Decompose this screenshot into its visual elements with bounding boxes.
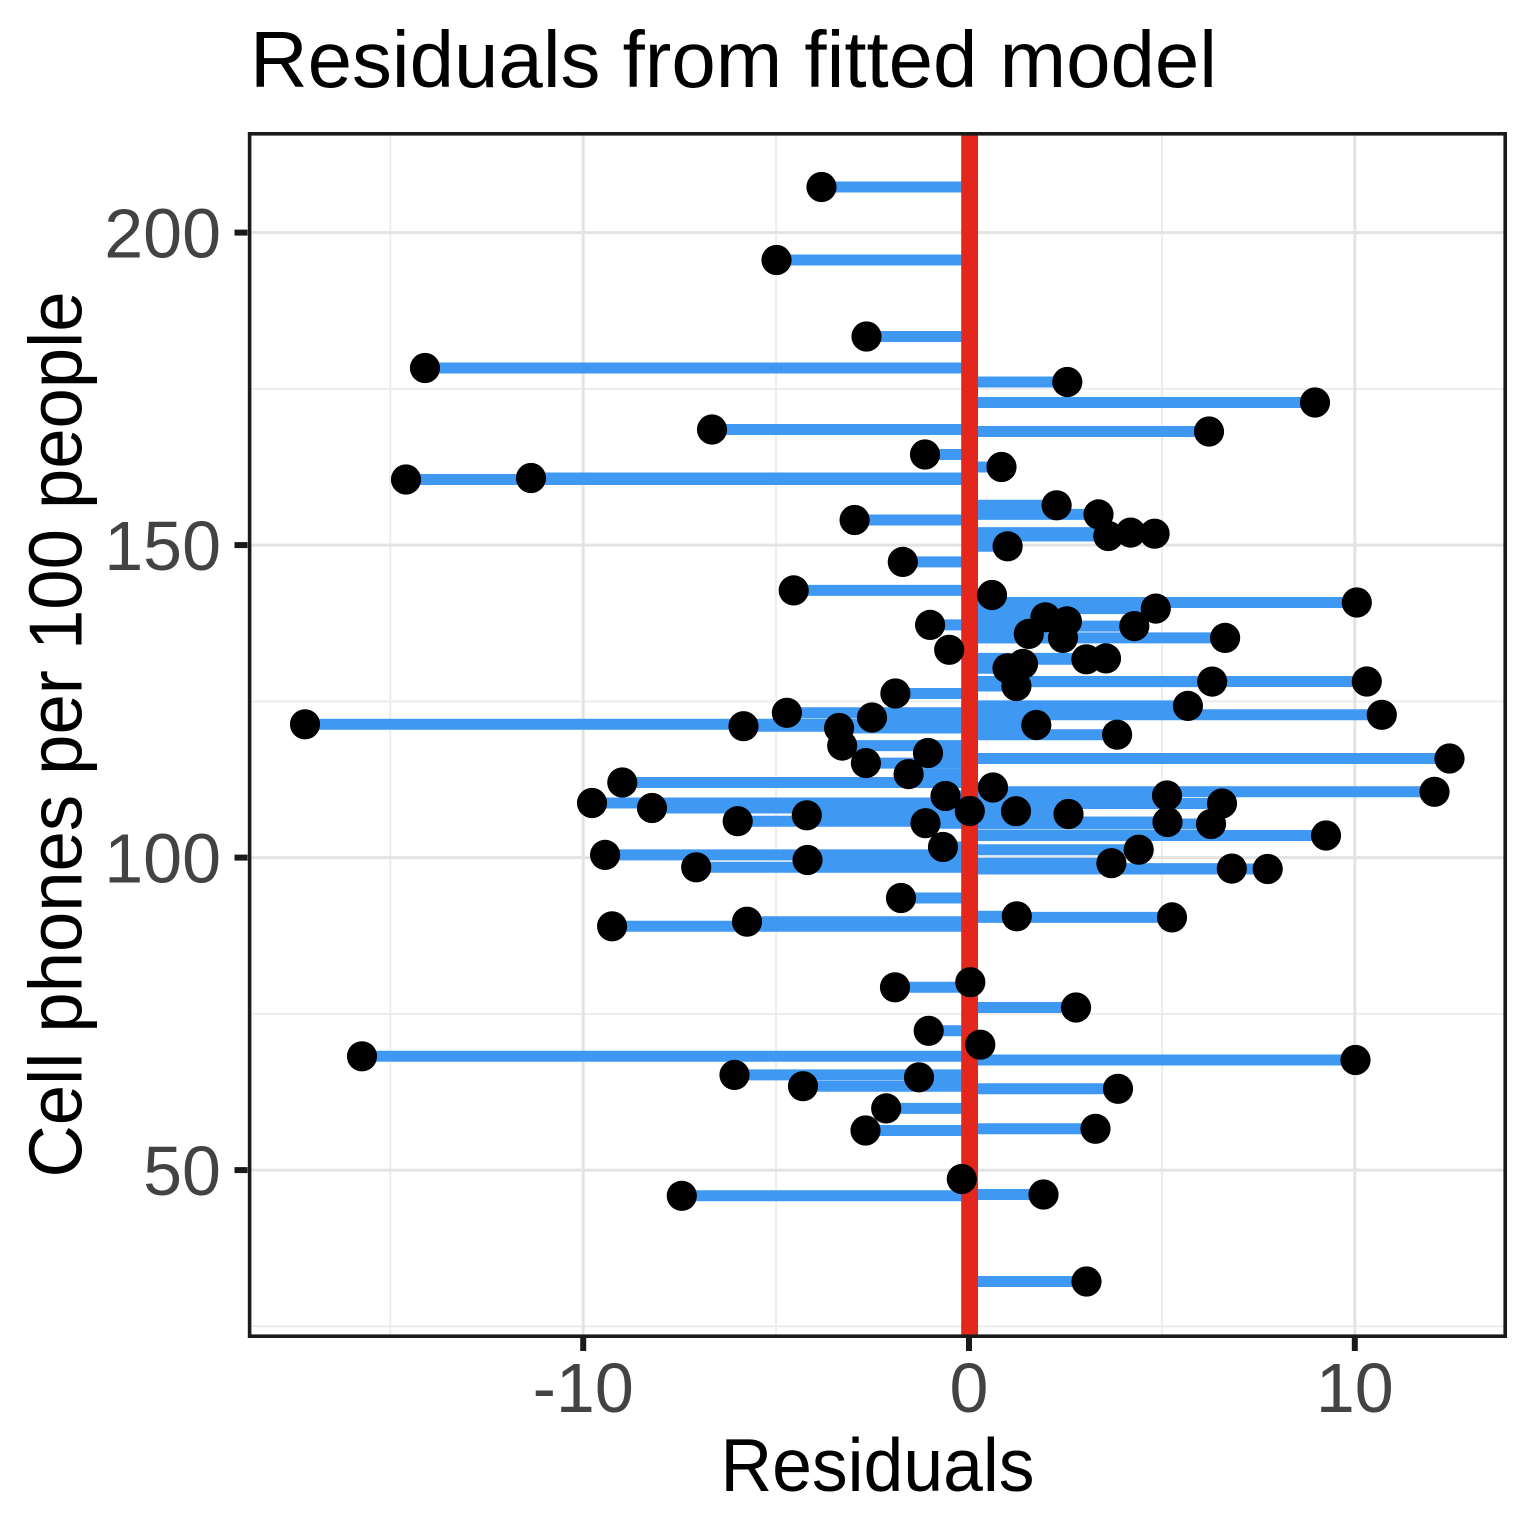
svg-text:Cell phones per 100 people: Cell phones per 100 people	[14, 292, 98, 1178]
svg-text:-10: -10	[533, 1349, 634, 1427]
svg-text:150: 150	[104, 507, 221, 585]
svg-text:100: 100	[104, 820, 221, 898]
svg-text:200: 200	[104, 195, 221, 273]
svg-text:10: 10	[1316, 1349, 1394, 1427]
svg-text:50: 50	[143, 1132, 221, 1210]
svg-text:Residuals: Residuals	[721, 1423, 1035, 1507]
svg-text:0: 0	[950, 1349, 989, 1427]
svg-text:Residuals from fitted model: Residuals from fitted model	[250, 15, 1217, 104]
